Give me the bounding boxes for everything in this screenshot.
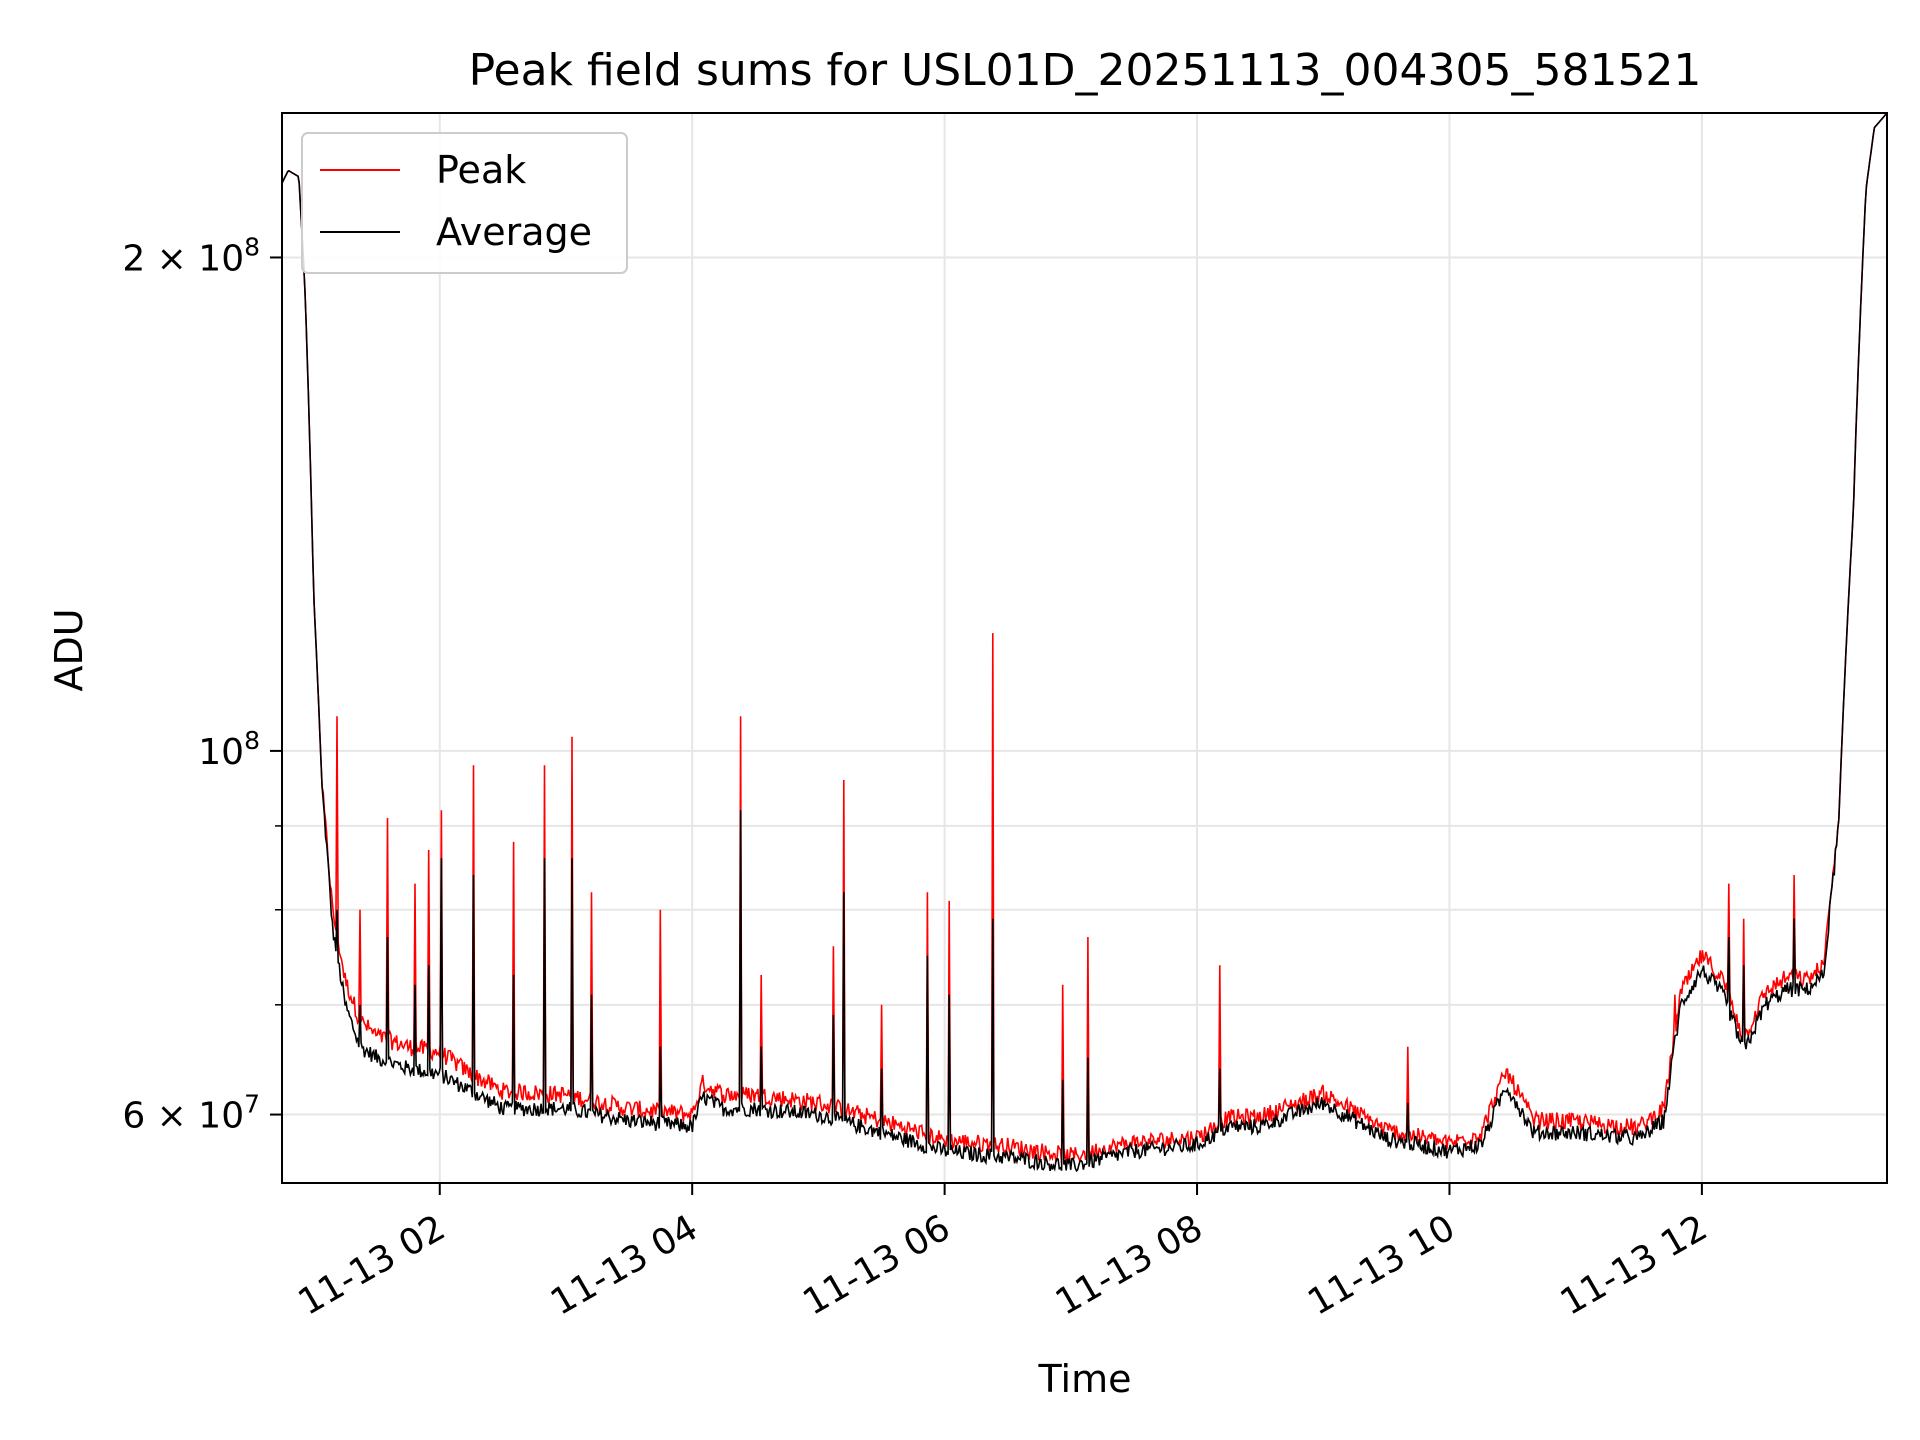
y-tick-label: 6 × 107 [122, 1090, 260, 1137]
plot-area [282, 113, 1887, 1173]
grid [282, 113, 1887, 1183]
legend-label-peak: Peak [436, 148, 526, 192]
legend-box [301, 132, 628, 274]
series-average-line [282, 113, 1887, 1173]
y-axis-label: ADU [47, 608, 91, 691]
x-axis-label: Time [1038, 1357, 1132, 1401]
plot-frame [281, 112, 1888, 1184]
y-axis: 6 × 107 108 2 × 108 [122, 232, 282, 1137]
y-tick-label: 108 [198, 726, 260, 773]
chart-title: Peak field sums for USL01D_20251113_0043… [469, 45, 1702, 96]
y-tick-label: 2 × 108 [122, 232, 260, 279]
legend: Peak Average [301, 132, 628, 274]
legend-label-average: Average [436, 210, 592, 254]
series-peak-line [282, 113, 1887, 1164]
